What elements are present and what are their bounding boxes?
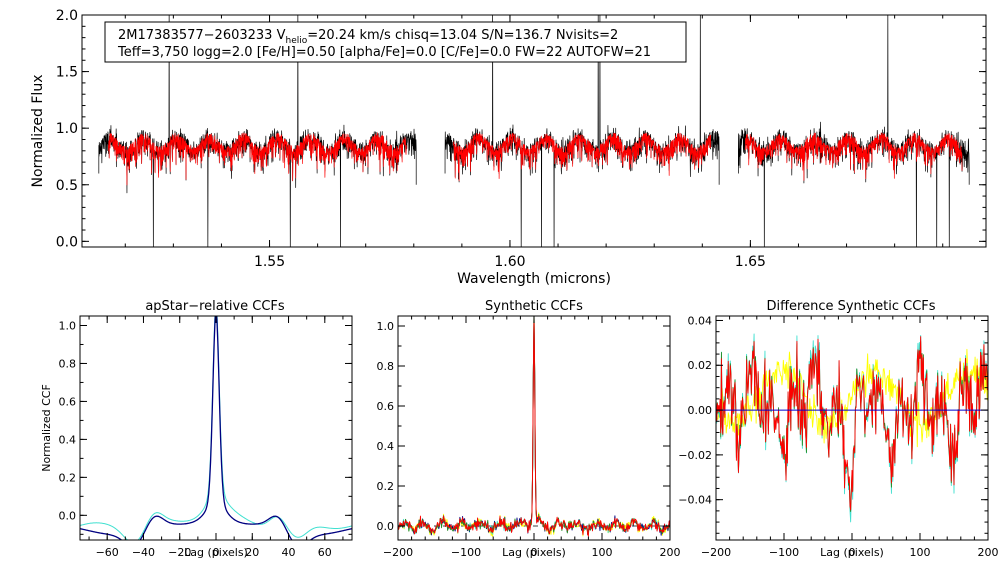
x-tick-label: 60 — [318, 546, 332, 559]
x-tick-label: 40 — [282, 546, 296, 559]
ccf3-title: Difference Synthetic CCFs — [766, 299, 935, 314]
info-helio-subscript: helio — [285, 36, 307, 46]
x-tick-label: 100 — [910, 546, 931, 559]
y-tick-label: −0.02 — [678, 449, 712, 462]
x-tick-label: 200 — [660, 546, 681, 559]
ccf-panel-synthetic: Synthetic CCFs −200 −100 0 100 200 0.0 0.2 0.4 0… — [377, 299, 681, 559]
ccf1-title: apStar−relative CCFs — [145, 299, 285, 314]
y-tick-label: 0.2 — [377, 480, 395, 493]
ccf2-xlabel: Lag (pixels) — [502, 546, 566, 559]
spectrum-axes-frame — [81, 14, 987, 248]
x-tick-label: 200 — [978, 546, 999, 559]
x-tick-label: 20 — [245, 546, 259, 559]
spectrum-ylabel: Normalized Flux — [30, 75, 46, 188]
y-tick-label: 0.2 — [59, 471, 77, 484]
y-tick-label: 0.0 — [59, 509, 77, 522]
info-star-velocity: 2M17383577−2603233 V — [118, 28, 286, 43]
y-tick-label: 0.0 — [56, 234, 78, 250]
ccf2-title: Synthetic CCFs — [485, 299, 583, 314]
x-tick-label: 100 — [592, 546, 613, 559]
ccf2-red-line — [398, 316, 670, 537]
spectrum-info-box — [104, 21, 687, 63]
ccf1-axes-frame — [79, 315, 353, 541]
x-tick-label: −100 — [769, 546, 799, 559]
ccf1-ylabel: Normalized CCF — [40, 384, 53, 472]
y-tick-label: 0.4 — [377, 440, 395, 453]
ccf3-red-line — [716, 336, 988, 511]
y-tick-label: 0.02 — [688, 359, 713, 372]
y-tick-label: 0.8 — [377, 360, 395, 373]
spectrum-info-line1: 2M17383577−2603233 Vhelio=20.24 km/s chi… — [118, 28, 618, 46]
x-tick-label: −200 — [383, 546, 413, 559]
y-tick-label: 0.04 — [688, 314, 713, 327]
x-tick-label: −20 — [168, 546, 191, 559]
x-tick-label: −100 — [451, 546, 481, 559]
x-tick-label: 0 — [531, 546, 538, 559]
x-tick-label: 0 — [849, 546, 856, 559]
y-tick-label: 1.0 — [377, 320, 395, 333]
ccf-panel-apstar: apStar−relative CCFs −60 −40 −20 0 20 40 60 0.0… — [40, 299, 353, 559]
x-tick-label: −60 — [96, 546, 119, 559]
y-tick-label: 0.6 — [377, 400, 395, 413]
spectrum-xlabel: Wavelength (microns) — [457, 271, 611, 287]
ccf1-xlabel: Lag (pixels) — [184, 546, 248, 559]
x-tick-label: 1.55 — [254, 254, 285, 270]
x-tick-label: −40 — [132, 546, 155, 559]
spectrum-info-line2: Teff=3,750 logg=2.0 [Fe/H]=0.50 [alpha/F… — [117, 45, 651, 60]
y-tick-label: 0.4 — [59, 433, 77, 446]
y-tick-label: 1.0 — [56, 121, 78, 137]
info-stats: =20.24 km/s chisq=13.04 S/N=136.7 Nvisit… — [307, 28, 618, 43]
y-tick-label: 1.0 — [59, 319, 77, 332]
x-tick-label: 1.65 — [735, 254, 766, 270]
observed-spectrum-line — [738, 15, 970, 247]
model-spectrum-line — [744, 132, 963, 181]
model-spectrum-line — [108, 132, 407, 186]
x-tick-label: −200 — [701, 546, 731, 559]
y-tick-label: 1.5 — [56, 65, 78, 81]
ccf-panel-difference: Difference Synthetic CCFs −200 −100 0 100 20… — [678, 299, 998, 559]
ccf3-cyan-line — [716, 333, 988, 523]
model-spectrum-line — [452, 132, 712, 182]
x-tick-label: 0 — [213, 546, 220, 559]
ccf1-visit1-line — [80, 316, 352, 540]
ccf3-xlabel: Lag (pixels) — [820, 546, 884, 559]
ccf1-visit2-line — [80, 316, 352, 540]
y-tick-label: 0.5 — [56, 178, 78, 194]
y-tick-label: 0.00 — [688, 404, 713, 417]
y-tick-label: 0.0 — [377, 520, 395, 533]
ccf3-axes-frame — [715, 315, 989, 541]
y-tick-label: 0.8 — [59, 357, 77, 370]
y-tick-label: 0.6 — [59, 395, 77, 408]
y-tick-label: 2.0 — [56, 8, 78, 24]
spectrum-panel: 1.55 1.60 1.65 0.0 0.5 1.0 1.5 2.0 Wavelength (… — [30, 8, 987, 287]
x-tick-label: 1.60 — [494, 254, 525, 270]
y-tick-label: −0.04 — [678, 494, 712, 507]
